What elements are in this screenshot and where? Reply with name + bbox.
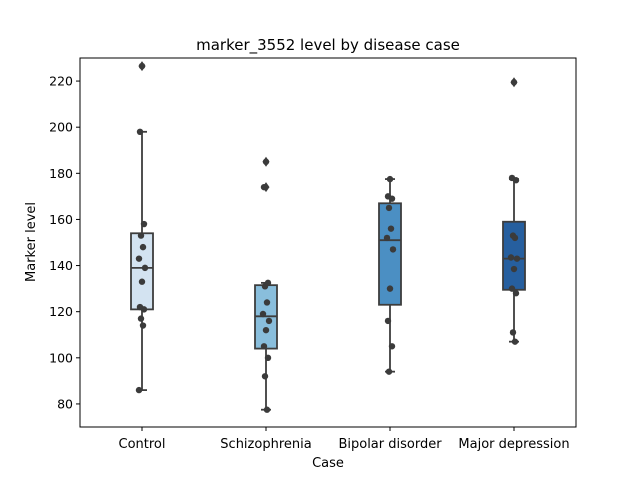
data-point (385, 204, 393, 212)
y-tick-label: 200 (49, 120, 73, 135)
data-point (138, 62, 146, 70)
data-point (135, 386, 143, 394)
data-point (260, 343, 268, 350)
data-point (386, 175, 394, 183)
data-point (384, 317, 392, 325)
data-point (509, 329, 517, 336)
x-tick-label: Schizophrenia (220, 437, 311, 452)
data-point (510, 79, 518, 86)
data-point (263, 406, 271, 413)
data-point (260, 183, 268, 191)
x-tick-label: Control (119, 437, 166, 452)
data-point (512, 290, 520, 297)
data-point (140, 306, 148, 313)
data-point (136, 128, 144, 135)
data-point (388, 195, 396, 202)
data-point (383, 234, 391, 242)
data-point (261, 283, 269, 290)
y-tick-label: 160 (49, 212, 73, 227)
data-point (387, 225, 395, 232)
data-point (386, 285, 394, 292)
data-point (263, 299, 271, 306)
data-point (385, 368, 393, 375)
data-point (508, 285, 516, 292)
data-point (511, 338, 519, 345)
y-tick-label: 180 (49, 166, 73, 181)
data-point (511, 234, 519, 242)
data-point (262, 326, 270, 334)
data-point (139, 243, 147, 251)
data-point (388, 343, 396, 350)
data-point (264, 354, 272, 362)
data-point (262, 158, 270, 165)
data-point (389, 246, 397, 253)
data-point (512, 177, 520, 184)
data-point (513, 255, 521, 262)
data-point (135, 255, 143, 262)
data-point (265, 317, 273, 325)
iqr-box (378, 202, 402, 306)
data-point (138, 278, 146, 285)
iqr-box (502, 220, 526, 291)
y-tick-label: 140 (49, 258, 73, 273)
data-point (507, 254, 515, 261)
data-point (261, 373, 269, 380)
data-point (510, 265, 518, 273)
y-tick-label: 120 (49, 304, 73, 319)
chart-title: marker_3552 level by disease case (196, 36, 460, 55)
data-point (140, 220, 148, 228)
y-axis-label: Marker level (24, 202, 39, 282)
x-tick-label: Major depression (458, 437, 569, 452)
data-point (139, 322, 147, 329)
data-point (259, 310, 267, 318)
data-point (141, 264, 149, 272)
y-tick-label: 80 (57, 396, 73, 411)
data-point (137, 315, 145, 322)
y-tick-label: 220 (49, 74, 73, 89)
y-tick-label: 100 (49, 350, 73, 365)
x-axis-label: Case (312, 456, 344, 471)
plot-area: 80 100 120 140 160 180 200 220 Control Schizophre… (49, 61, 570, 452)
x-tick-label: Bipolar disorder (338, 437, 442, 452)
box-group-bipolar-disorder (378, 178, 402, 373)
axes-frame (79, 57, 577, 428)
data-point (137, 232, 145, 239)
